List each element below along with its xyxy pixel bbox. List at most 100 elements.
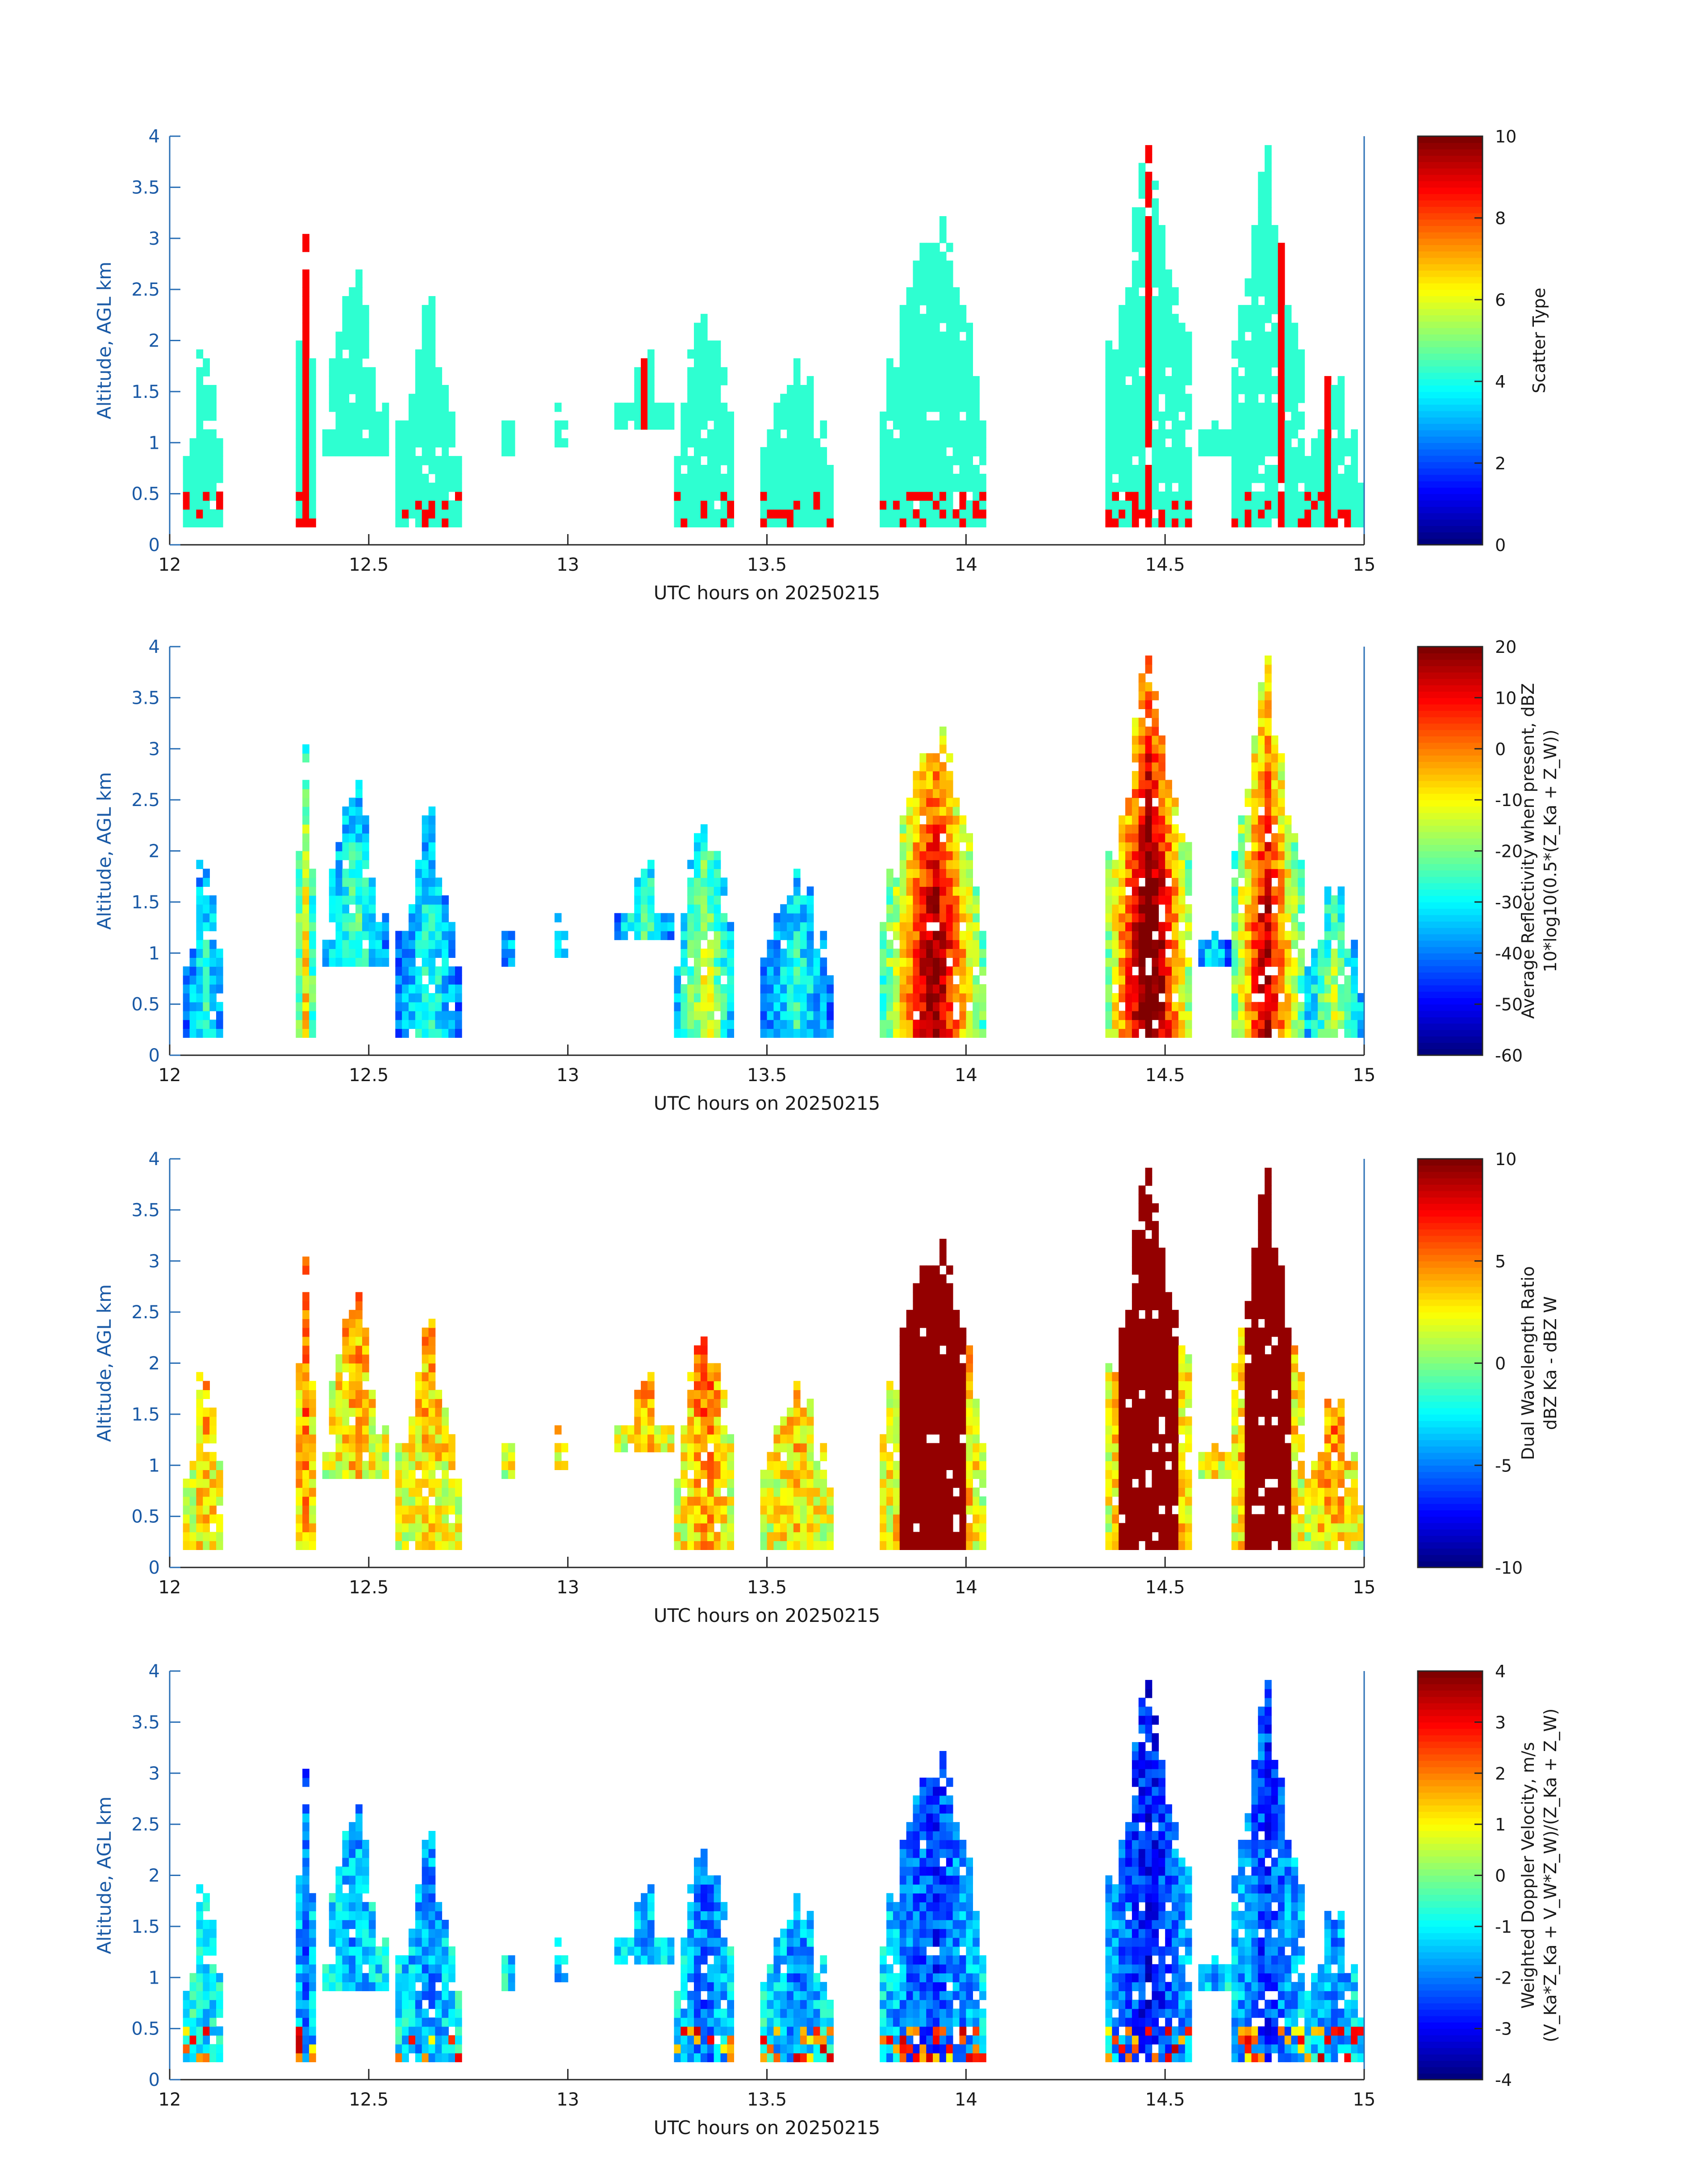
heatmap-cell — [681, 957, 688, 967]
heatmap-cell — [933, 278, 940, 288]
heatmap-cell — [1185, 922, 1192, 932]
heatmap-cell — [422, 931, 429, 940]
heatmap-cell — [886, 500, 894, 510]
heatmap-cell — [919, 904, 927, 914]
heatmap-cell — [1158, 886, 1165, 896]
heatmap-cell — [933, 1020, 940, 1029]
heatmap-cell — [1337, 931, 1345, 940]
heatmap-cell — [933, 305, 940, 314]
heatmap-cell — [800, 993, 807, 1003]
heatmap-cell — [362, 1434, 369, 1444]
heatmap-cell — [196, 877, 204, 887]
heatmap-cell — [899, 1514, 907, 1524]
heatmap-cell — [1278, 1028, 1285, 1038]
heatmap-cell — [827, 1505, 834, 1515]
heatmap-cell — [1244, 518, 1252, 527]
heatmap-cell — [1172, 331, 1179, 341]
heatmap-cell — [720, 1541, 728, 1550]
heatmap-cell — [329, 385, 336, 394]
heatmap-cell — [1138, 993, 1146, 1003]
heatmap-cell — [707, 1372, 714, 1382]
heatmap-cell — [880, 1541, 887, 1550]
heatmap-cell — [309, 1470, 316, 1479]
heatmap-cell — [1278, 975, 1285, 985]
heatmap-cell — [959, 833, 967, 843]
heatmap-cell — [409, 1011, 416, 1020]
heatmap-cell — [455, 1532, 462, 1542]
heatmap-cell — [793, 869, 801, 878]
heatmap-cell — [913, 1452, 920, 1462]
heatmap-cell — [203, 1461, 210, 1470]
heatmap-cell — [973, 1011, 980, 1020]
heatmap-cell — [913, 1479, 920, 1488]
heatmap-cell — [933, 385, 940, 394]
heatmap-cell — [973, 491, 980, 501]
heatmap-cell — [933, 269, 940, 279]
heatmap-cell — [647, 922, 655, 932]
heatmap-cell — [1331, 491, 1338, 501]
heatmap-cell — [1265, 171, 1272, 181]
heatmap-cell — [375, 1452, 383, 1462]
heatmap-cell — [409, 393, 416, 403]
heatmap-cell — [1172, 447, 1179, 456]
heatmap-cell — [1284, 491, 1292, 501]
heatmap-cell — [793, 473, 801, 483]
heatmap-cell — [899, 1523, 907, 1533]
heatmap-cell — [1258, 682, 1265, 692]
heatmap-cell — [641, 895, 648, 905]
heatmap-cell — [700, 833, 708, 843]
heatmap-cell — [681, 1020, 688, 1029]
heatmap-cell — [1238, 975, 1245, 985]
heatmap-cell — [1152, 727, 1159, 736]
heatmap-cell — [973, 438, 980, 447]
heatmap-cell — [714, 895, 721, 905]
heatmap-cell — [694, 895, 701, 905]
heatmap-cell — [813, 949, 821, 958]
heatmap-cell — [1278, 473, 1285, 483]
heatmap-cell — [727, 1541, 734, 1550]
heatmap-cell — [966, 402, 973, 412]
heatmap-cell — [302, 420, 309, 430]
heatmap-cell — [1324, 482, 1332, 492]
heatmap-cell — [415, 1488, 422, 1497]
heatmap-cell — [395, 1443, 402, 1453]
heatmap-cell — [203, 367, 210, 376]
heatmap-cell — [720, 491, 728, 501]
heatmap-cell — [767, 993, 774, 1003]
heatmap-cell — [1311, 456, 1318, 465]
heatmap-cell — [660, 402, 668, 412]
heatmap-cell — [1258, 358, 1265, 368]
heatmap-cell — [349, 420, 356, 430]
heatmap-cell — [700, 1372, 708, 1382]
heatmap-cell — [933, 780, 940, 790]
heatmap-cell — [1211, 420, 1219, 430]
heatmap-cell — [707, 1363, 714, 1373]
heatmap-cell — [952, 420, 960, 430]
heatmap-cell — [189, 1523, 197, 1533]
heatmap-cell — [196, 1443, 204, 1453]
heatmap-cell — [355, 1408, 363, 1417]
heatmap-cell — [933, 456, 940, 465]
heatmap-cell — [899, 393, 907, 403]
heatmap-cell — [1172, 322, 1179, 332]
heatmap-cell — [919, 860, 927, 869]
heatmap-cell — [1238, 411, 1245, 421]
heatmap-cell — [1351, 975, 1358, 985]
heatmap-cell — [1172, 984, 1179, 994]
heatmap-cell — [1178, 895, 1186, 905]
heatmap-cell — [952, 904, 960, 914]
heatmap-cell — [906, 1345, 914, 1355]
heatmap-cell — [906, 1523, 914, 1533]
heatmap-cell — [1138, 815, 1146, 825]
heatmap-cell — [827, 518, 834, 527]
heatmap-cell — [309, 1434, 316, 1444]
heatmap-cell — [667, 402, 675, 412]
heatmap-cell — [813, 966, 821, 976]
heatmap-cell — [1265, 411, 1272, 421]
heatmap-cell — [415, 1523, 422, 1533]
colorbar-tick-label: -20 — [1495, 842, 1523, 861]
heatmap-cell — [302, 1301, 309, 1310]
heatmap-cell — [349, 922, 356, 932]
heatmap-cell — [1284, 429, 1292, 439]
heatmap-cell — [1258, 207, 1265, 217]
